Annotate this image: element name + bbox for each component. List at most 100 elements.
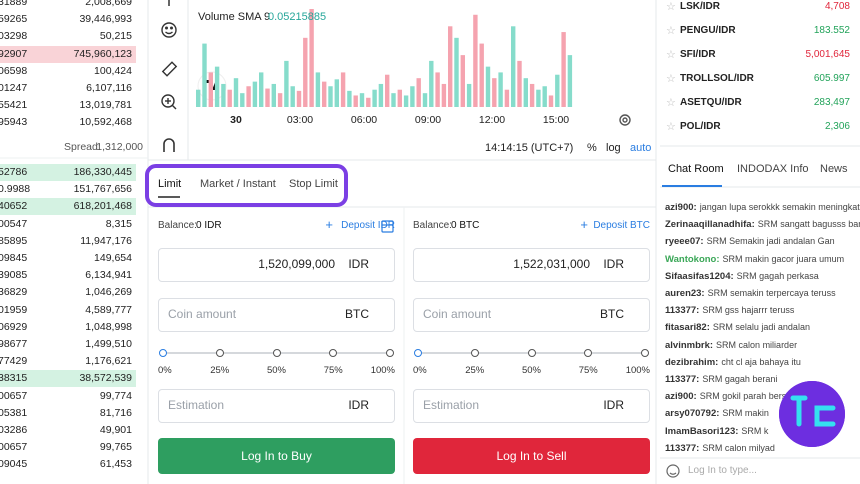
chat-user: 113377: <box>665 305 700 317</box>
order-price: 00547 <box>0 217 28 230</box>
input-field[interactable] <box>413 248 650 282</box>
order-price: 40652 <box>0 200 28 213</box>
chat-text: jangan lupa serokkk semakin meningkat <box>699 202 860 212</box>
chat-user: Zerinaaqillanadhifa: <box>665 219 755 231</box>
order-amount: 1,499,510 <box>85 338 132 350</box>
slider-stop[interactable] <box>272 349 281 357</box>
slider-stop[interactable] <box>470 349 479 357</box>
ticker-pair[interactable]: ASETQU/IDR <box>680 97 742 108</box>
slider-stop[interactable] <box>386 349 394 357</box>
slider-stop[interactable] <box>159 349 167 357</box>
order-amount: 745,960,123 <box>73 47 132 60</box>
order-amount: 8,315 <box>105 217 132 230</box>
order-amount: 6,134,941 <box>85 269 132 282</box>
slider-stop[interactable] <box>414 349 422 357</box>
input-field[interactable] <box>158 298 395 332</box>
volume-bar <box>353 95 358 107</box>
star-icon: ☆ <box>666 1 676 13</box>
slider-stop[interactable] <box>584 349 593 357</box>
deposit-plus: + <box>325 217 333 232</box>
ticker-pair[interactable]: TROLLSOL/IDR <box>680 73 754 84</box>
ticker-pair[interactable]: LSK/IDR <box>680 1 720 12</box>
percent-label: 50% <box>521 365 541 376</box>
toolbar-icon[interactable] <box>161 22 177 38</box>
chat-tab[interactable]: News <box>820 163 848 175</box>
volume-bar <box>555 74 560 107</box>
order-price: 59265 <box>0 13 28 26</box>
chat-user: azi900: <box>665 391 697 403</box>
volume-bar <box>290 86 295 107</box>
scale-option[interactable]: log <box>606 142 621 154</box>
volume-bar <box>567 55 573 107</box>
volume-bar <box>454 37 459 107</box>
ticker-pair[interactable]: POL/IDR <box>680 121 721 132</box>
order-amount: 81,716 <box>99 406 132 419</box>
input-value: 1,522,031,000 <box>513 257 590 271</box>
chat-message: Zerinaaqillanadhifa: SRM sangatt bagusss … <box>665 218 860 231</box>
volume-bar <box>536 89 541 107</box>
deposit-link[interactable]: Deposit IDR <box>341 220 395 231</box>
order-price: 06929 <box>0 320 28 333</box>
settings-icon[interactable] <box>619 114 631 126</box>
input-unit: IDR <box>603 257 624 271</box>
volume-bar <box>523 78 528 107</box>
star-icon: ☆ <box>666 25 676 37</box>
order-amount: 151,767,656 <box>73 183 132 196</box>
input-field[interactable] <box>158 389 395 423</box>
chat-message: arsy070792: SRM makin <box>665 407 860 420</box>
calendar-icon[interactable] <box>381 220 394 233</box>
toolbar-icon[interactable] <box>163 138 175 152</box>
percent-label: 75% <box>323 365 343 376</box>
order-tab[interactable]: Market / Instant <box>200 178 276 190</box>
star-icon: ☆ <box>666 49 676 61</box>
action-button[interactable]: Log In to Buy <box>158 438 395 474</box>
action-button[interactable]: Log In to Sell <box>413 438 650 474</box>
chat-text: SRM selalu jadi andalan <box>712 322 810 333</box>
slider-stop[interactable] <box>527 349 536 357</box>
scale-option[interactable]: % <box>587 142 597 154</box>
indicator-value: 0.05215885 <box>268 11 326 23</box>
ticker-pair[interactable]: PENGU/IDR <box>680 25 736 36</box>
toolbar-icon[interactable] <box>161 94 177 110</box>
clock: 14:14:15 (UTC+7) <box>485 142 574 154</box>
slider-stop[interactable] <box>215 349 224 357</box>
time-label: 09:00 <box>415 114 441 126</box>
toolbar-icon[interactable] <box>161 61 178 77</box>
chat-message: alvinmbrk: SRM calon miliarder <box>665 339 860 352</box>
order-amount: 100,424 <box>94 64 132 77</box>
chat-input[interactable]: Log In to type... <box>688 465 757 476</box>
chat-text: SRM makin gacor juara umum <box>722 253 845 264</box>
order-price: 85895 <box>0 234 28 247</box>
chat-tab[interactable]: Chat Room <box>668 163 724 175</box>
input-field[interactable] <box>413 389 650 423</box>
volume-bar <box>517 60 522 107</box>
volume-bar <box>403 95 409 107</box>
order-tab[interactable]: Stop Limit <box>289 178 338 190</box>
slider-stop[interactable] <box>641 349 649 357</box>
order-price: 00657 <box>0 389 28 402</box>
slider-stop[interactable] <box>329 349 338 357</box>
chat-tab[interactable]: INDODAX Info <box>737 163 809 175</box>
time-label: 03:00 <box>287 114 313 126</box>
chat-text: cht cl aja bahaya itu <box>721 356 801 367</box>
volume-bar <box>391 93 396 107</box>
volume-bar <box>460 55 465 107</box>
order-amount: 49,901 <box>99 424 132 436</box>
order-price: 39085 <box>0 269 28 282</box>
order-price: 77429 <box>0 355 28 368</box>
percent-label: 100% <box>370 365 395 376</box>
deposit-link[interactable]: Deposit BTC <box>593 220 650 231</box>
emoji-icon[interactable] <box>666 464 680 478</box>
percent-label: 0% <box>158 365 172 376</box>
chat-user: dezibrahim: <box>665 356 719 368</box>
ticker-price: 183.552 <box>813 25 850 36</box>
ticker-price: 5,001,645 <box>805 49 851 60</box>
scale-option[interactable]: auto <box>630 142 652 154</box>
input-field[interactable] <box>158 248 395 282</box>
input-unit: IDR <box>348 257 369 271</box>
input-placeholder: Estimation <box>423 398 480 412</box>
ticker-price: 2,306 <box>824 121 850 132</box>
ticker-pair[interactable]: SFI/IDR <box>680 49 716 60</box>
input-field[interactable] <box>413 298 650 332</box>
order-tab[interactable]: Limit <box>158 178 182 190</box>
